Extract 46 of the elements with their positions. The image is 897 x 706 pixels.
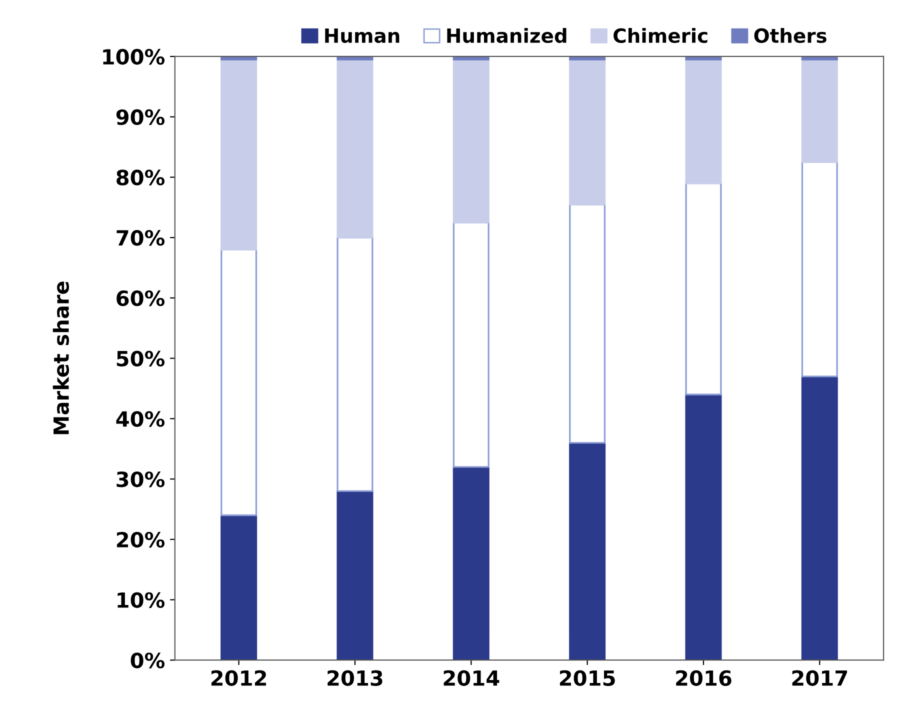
x-tick-label: 2016 <box>676 670 732 686</box>
bar <box>220 514 258 660</box>
y-tick-label: 10% <box>118 592 165 608</box>
bar <box>569 204 606 444</box>
x-tick-label: 2014 <box>444 670 500 686</box>
bar <box>685 394 722 660</box>
x-tick-label: 2013 <box>328 670 382 686</box>
bar <box>452 222 490 468</box>
x-tick-label: 2017 <box>792 670 847 686</box>
bar <box>569 58 606 206</box>
bar <box>685 182 722 396</box>
y-tick-label: 40% <box>116 411 165 427</box>
legend-label: Human <box>325 28 400 43</box>
bar <box>569 442 606 660</box>
bar <box>801 376 838 660</box>
bar <box>452 58 490 224</box>
bar <box>336 236 374 492</box>
x-tick-label: 2015 <box>560 670 615 686</box>
legend-label: Others <box>754 28 826 43</box>
bar <box>220 56 258 60</box>
y-tick-label: 100% <box>103 48 165 65</box>
y-axis-title: Market share <box>52 282 70 434</box>
y-tick-label: 0% <box>130 652 165 668</box>
y-tick-label: 90% <box>116 109 165 126</box>
bar <box>801 58 838 163</box>
y-tick-label: 60% <box>116 290 165 306</box>
bar <box>452 56 490 60</box>
bar <box>685 56 722 60</box>
y-tick-label: 30% <box>116 471 165 488</box>
bar <box>336 58 374 238</box>
bar <box>685 58 722 184</box>
y-tick-label: 20% <box>116 532 165 548</box>
legend-label: Chimeric <box>614 28 708 43</box>
bar <box>801 56 838 60</box>
bar <box>452 466 490 660</box>
bar <box>336 56 374 60</box>
bar <box>220 58 258 250</box>
bar <box>220 248 258 516</box>
bar <box>569 56 606 60</box>
bar <box>336 490 374 660</box>
legend-label: Humanized <box>447 28 566 43</box>
x-tick-label: 2012 <box>211 670 266 686</box>
y-tick-label: 80% <box>116 170 165 186</box>
y-tick-label: 50% <box>116 350 165 367</box>
y-tick-label: 70% <box>116 230 165 246</box>
bar <box>801 161 838 378</box>
